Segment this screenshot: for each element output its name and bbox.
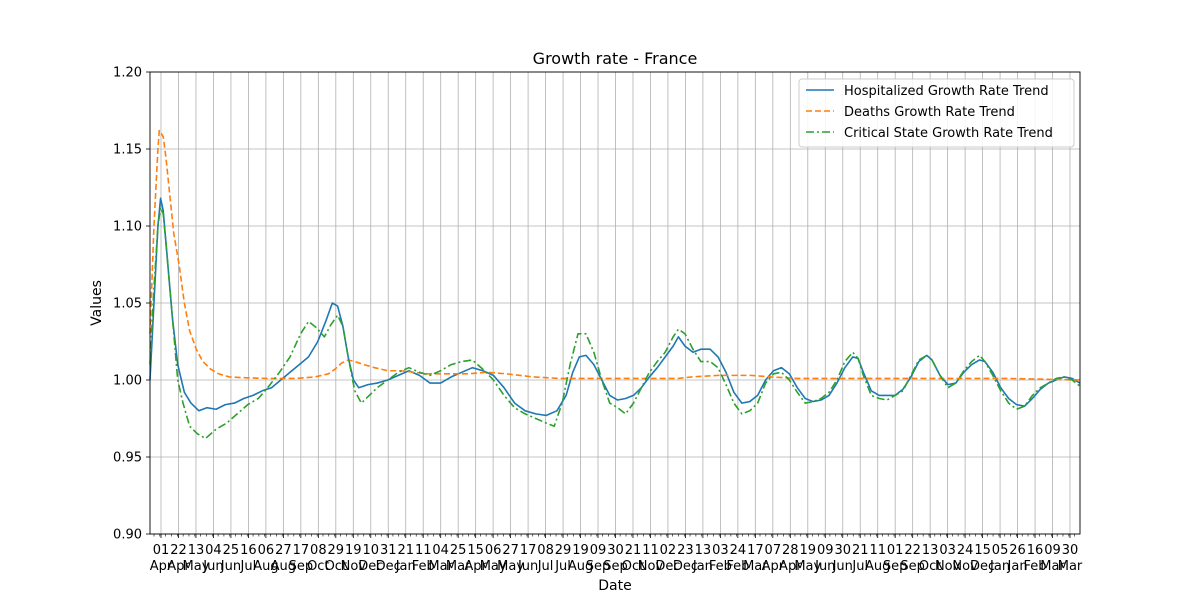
x-tick-label: 26 Jan — [1007, 543, 1028, 574]
x-tick-label: 01 Apr — [150, 543, 173, 574]
x-tick-label: 19 Aug — [568, 543, 593, 574]
x-tick-label: 06 May — [480, 543, 507, 574]
y-tick-label: 1.15 — [113, 143, 142, 158]
x-tick-label: 25 Mar — [446, 543, 471, 574]
x-tick-label: 08 Oct — [307, 543, 329, 574]
x-tick-label: 02 Dec — [655, 543, 680, 574]
chart-title: Growth rate - France — [533, 49, 698, 68]
x-tick-label: 05 Jan — [989, 543, 1010, 574]
x-tick-label: 04 Jun — [202, 543, 223, 574]
legend-label: Deaths Growth Rate Trend — [844, 105, 1015, 120]
x-tick-label: 23 Dec — [673, 543, 698, 574]
x-tick-label: 10 Dec — [358, 543, 383, 574]
x-axis-label: Date — [598, 578, 631, 594]
x-tick-label: 21 Jan — [395, 543, 416, 574]
x-tick-label: 24 Feb — [726, 543, 749, 574]
series-lines — [149, 129, 1081, 440]
x-tick-label: 03 Feb — [709, 543, 732, 574]
series-line-1 — [149, 129, 1081, 381]
x-tick-label: 11 Feb — [412, 543, 435, 574]
x-tick-label: 25 Jun — [220, 543, 241, 574]
x-tick-label: 17 Sep — [289, 543, 314, 574]
x-tick-label: 09 Mar — [1040, 543, 1065, 574]
x-tick-label: 11 Aug — [865, 543, 890, 574]
x-tick-label: 06 Aug — [253, 543, 278, 574]
x-tick-label: 19 Nov — [341, 543, 367, 574]
x-tick-label: 21 Oct — [622, 543, 644, 574]
x-tick-label: 15 Dec — [970, 543, 995, 574]
legend-label: Critical State Growth Rate Trend — [844, 126, 1053, 141]
x-tick-label: 31 Dec — [376, 543, 401, 574]
y-tick-label: 1.10 — [113, 220, 142, 235]
x-tick-label: 09 Sep — [586, 543, 611, 574]
x-tick-label: 28 Apr — [779, 543, 802, 574]
x-tick-label: 22 Sep — [900, 543, 925, 574]
x-tick-label: 27 May — [497, 543, 524, 574]
x-tick-label: 13 Jan — [692, 543, 713, 574]
x-tick-label: 16 Jul — [240, 543, 257, 574]
x-tick-label: 08 Jul — [537, 543, 554, 574]
plot-frame — [149, 71, 1081, 535]
x-tick-label: 09 Jun — [814, 543, 835, 574]
x-tick-label: 13 May — [183, 543, 210, 574]
grid-lines — [150, 71, 1080, 535]
y-tick-label: 1.05 — [113, 297, 142, 312]
x-tick-label: 17 Mar — [743, 543, 768, 574]
x-tick-label: 17 Jun — [517, 543, 538, 574]
x-tick-label: 04 Mar — [428, 543, 453, 574]
x-tick-label: 16 Feb — [1024, 543, 1047, 574]
x-tick-label: 15 Apr — [464, 543, 487, 574]
x-tick-label: 30 Mar — [1058, 543, 1083, 574]
legend-label: Hospitalized Growth Rate Trend — [844, 84, 1049, 99]
legend-box — [798, 78, 1075, 148]
x-tick-label: 29 Oct — [325, 543, 347, 574]
series-line-2 — [149, 206, 1081, 440]
x-tick-label: 19 May — [794, 543, 821, 574]
y-tick-label: 1.20 — [113, 66, 142, 81]
x-tick-label: 22 Apr — [167, 543, 190, 574]
y-tick-label: 0.95 — [113, 451, 142, 466]
y-axis-ticks: 0.90 0.95 1.00 1.05 1.10 1.15 1.20 — [113, 66, 150, 543]
x-tick-label: 30 Sep — [603, 543, 628, 574]
x-tick-label: 07 Apr — [762, 543, 785, 574]
x-tick-label: 24 Nov — [952, 543, 978, 574]
x-tick-label: 03 Nov — [935, 543, 961, 574]
x-tick-label: 13 Oct — [919, 543, 941, 574]
x-tick-label: 27 Aug — [271, 543, 296, 574]
x-tick-label: 21 Jul — [851, 543, 868, 574]
x-tick-label: 01 Sep — [883, 543, 908, 574]
x-tick-label: 30 Jun — [832, 543, 853, 574]
y-tick-label: 0.90 — [113, 528, 142, 543]
x-tick-label: 29 Jul — [554, 543, 571, 574]
x-tick-label: 11 Nov — [638, 543, 664, 574]
y-axis-label: Values — [89, 280, 105, 326]
legend: Hospitalized Growth Rate Trend Deaths Gro… — [798, 78, 1075, 148]
y-tick-label: 1.00 — [113, 374, 142, 389]
